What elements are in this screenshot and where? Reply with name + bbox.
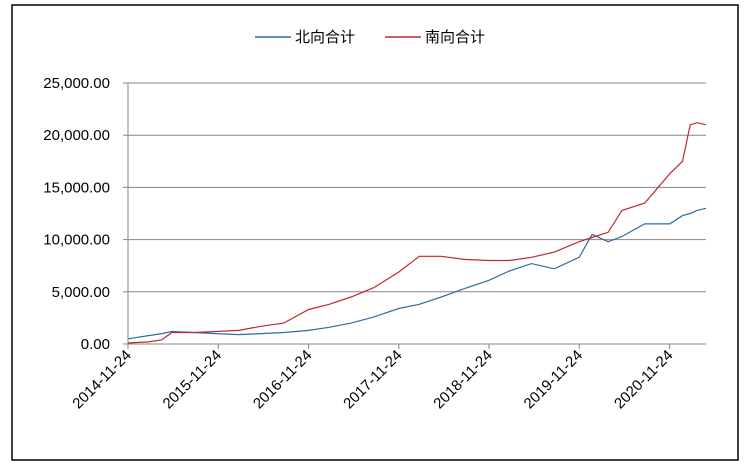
y-tick-label: 25,000.00: [43, 75, 110, 92]
y-tick-label: 10,000.00: [43, 232, 110, 249]
legend-label: 南向合计: [425, 29, 485, 46]
y-tick-label: 20,000.00: [43, 127, 110, 144]
legend-label: 北向合计: [295, 29, 355, 46]
chart-border: [11, 4, 739, 461]
line-series: [127, 207, 707, 340]
line-series: [127, 122, 707, 344]
y-tick-label: 0.00: [81, 336, 110, 353]
y-tick-label: 15,000.00: [43, 179, 110, 196]
y-tick-label: 5,000.00: [52, 284, 110, 301]
